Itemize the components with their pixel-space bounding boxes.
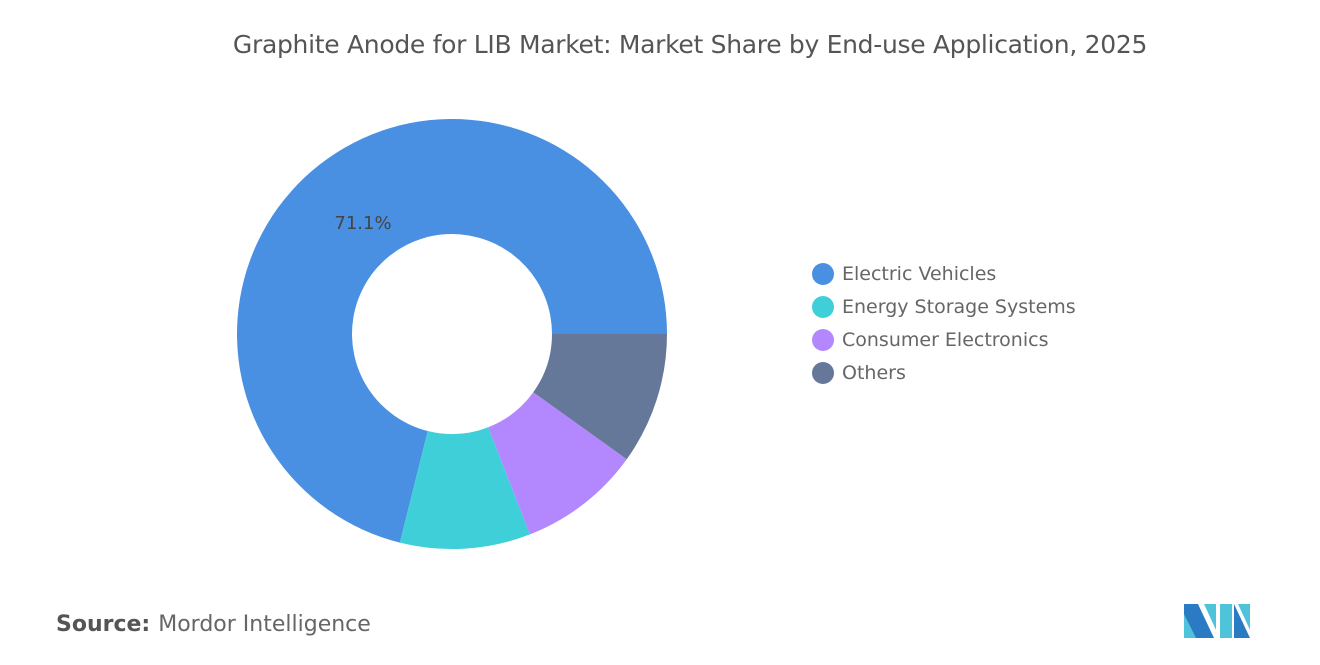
legend-item: Consumer Electronics <box>812 323 1076 356</box>
source-label: Source: <box>56 612 151 637</box>
source-note: Source: Mordor Intelligence <box>56 612 371 637</box>
legend-item: Electric Vehicles <box>812 257 1076 290</box>
legend-label: Electric Vehicles <box>842 262 997 285</box>
slice-others <box>533 334 667 460</box>
legend-item: Energy Storage Systems <box>812 290 1076 323</box>
slice-electric-vehicles <box>237 118 667 543</box>
source-text: Mordor Intelligence <box>158 612 371 637</box>
mordor-logo-icon <box>1184 604 1250 638</box>
legend-label: Others <box>842 361 906 384</box>
legend-swatch <box>812 295 834 318</box>
legend-swatch <box>812 328 834 351</box>
legend-swatch <box>812 262 834 285</box>
chart-title: Graphite Anode for LIB Market: Market Sh… <box>232 30 1148 59</box>
legend-label: Consumer Electronics <box>842 328 1049 351</box>
legend-label: Energy Storage Systems <box>842 295 1076 318</box>
legend-item: Others <box>812 356 1076 389</box>
legend: Electric Vehicles Energy Storage Systems C… <box>812 257 1076 389</box>
data-label: 71.1% <box>334 213 391 234</box>
legend-swatch <box>812 361 834 384</box>
slice-consumer-electronics <box>488 392 627 535</box>
slice-energy-storage-systems <box>399 427 530 549</box>
